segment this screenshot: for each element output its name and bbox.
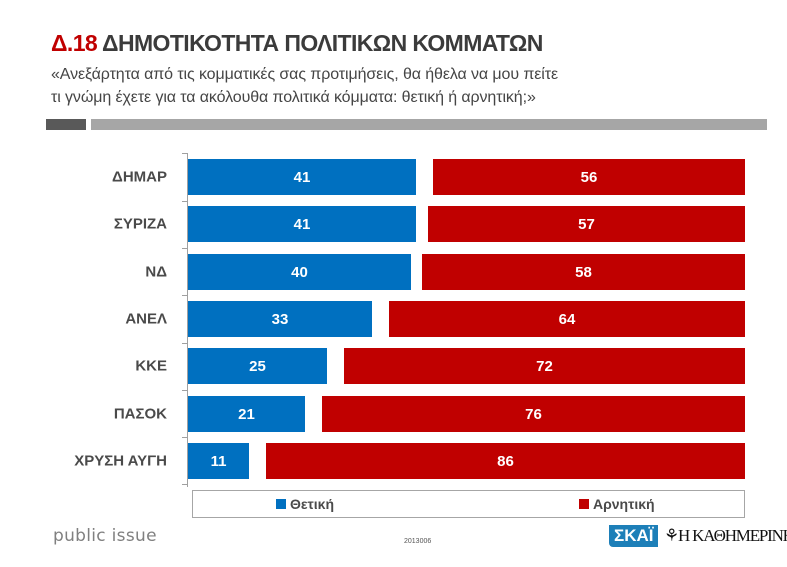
data-label-negative: 56: [580, 168, 598, 186]
bar-negative: 57: [428, 206, 745, 242]
bar-negative: 72: [344, 348, 745, 384]
bar-positive: 11: [188, 443, 249, 479]
survey-code: 2013006: [404, 538, 432, 545]
axis-tick: [182, 437, 187, 438]
category-label: ΔΗΜΑΡ: [112, 168, 167, 186]
public-issue-logo: public issue: [53, 526, 157, 546]
axis-tick: [182, 295, 187, 296]
legend-swatch-negative: [579, 499, 589, 509]
legend: Θετική Αρνητική: [192, 490, 745, 518]
kathimerini-text: Η ΚΑΘΗΜΕΡΙΝΗ: [678, 526, 787, 545]
data-label-positive: 40: [291, 263, 308, 281]
title-text: ΔΗΜΟΤΙΚΟΤΗΤΑ ΠΟΛΙΤΙΚΩΝ ΚΟΜΜΑΤΩΝ: [102, 30, 543, 56]
data-label-negative: 58: [575, 263, 592, 281]
axis-tick: [182, 390, 187, 391]
skai-logo: ΣΚΑΪ: [609, 525, 659, 547]
header-rule-dark: [46, 119, 86, 130]
data-label-positive: 41: [293, 215, 311, 233]
legend-label-negative: Αρνητική: [593, 496, 655, 512]
axis-tick: [182, 343, 187, 344]
question-line-1: «Ανεξάρτητα από τις κομματικές σας προτι…: [51, 66, 559, 83]
bar-negative: 64: [389, 301, 745, 337]
axis-tick: [182, 153, 187, 154]
bar-positive: 41: [188, 159, 416, 195]
legend-item-positive: Θετική: [276, 496, 334, 512]
bar-positive: 41: [188, 206, 416, 242]
bar-negative: 76: [322, 396, 745, 432]
legend-label-positive: Θετική: [290, 496, 335, 512]
axis-tick: [182, 484, 187, 485]
data-label-positive: 21: [238, 405, 255, 423]
axis-tick: [182, 201, 187, 202]
category-label: ΝΔ: [145, 263, 167, 281]
bar-negative: 56: [433, 159, 745, 195]
bar-positive: 25: [188, 348, 327, 384]
question-code: Δ.18: [51, 30, 98, 56]
chart-title: Δ.18 ΔΗΜΟΤΙΚΟΤΗΤΑ ΠΟΛΙΤΙΚΩΝ ΚΟΜΜΑΤΩΝ: [51, 30, 543, 57]
question-line-2: τι γνώμη έχετε για τα ακόλουθα πολιτικά …: [51, 89, 536, 106]
bar-positive: 40: [188, 254, 411, 290]
header-rule-light: [91, 119, 767, 130]
data-label-positive: 41: [293, 168, 311, 186]
data-label-positive: 11: [210, 452, 227, 470]
bar-negative: 58: [422, 254, 745, 290]
axis-tick: [182, 248, 187, 249]
data-label-negative: 86: [497, 452, 514, 470]
bar-positive: 33: [188, 301, 372, 337]
legend-item-negative: Αρνητική: [579, 496, 655, 512]
data-label-positive: 33: [271, 310, 289, 328]
kathimerini-logo: ⚘Η ΚΑΘΗΜΕΡΙΝΗ: [664, 526, 787, 546]
category-label: ΑΝΕΛ: [125, 310, 167, 328]
category-label: ΚΚΕ: [135, 357, 167, 375]
data-label-negative: 76: [525, 405, 542, 423]
category-axis: [187, 153, 188, 487]
category-label: ΠΑΣΟΚ: [113, 405, 167, 422]
data-label-negative: 64: [558, 310, 576, 328]
data-label-negative: 72: [536, 357, 553, 375]
data-label-positive: 25: [249, 357, 266, 375]
question-text: «Ανεξάρτητα από τις κομματικές σας προτι…: [51, 63, 558, 109]
bar-positive: 21: [188, 396, 305, 432]
category-label: ΧΡΥΣΗ ΑΥΓΗ: [74, 452, 167, 470]
legend-swatch-positive: [276, 499, 286, 509]
category-label: ΣΥΡΙΖΑ: [113, 215, 167, 233]
bar-negative: 86: [266, 443, 745, 479]
data-label-negative: 57: [578, 215, 595, 233]
